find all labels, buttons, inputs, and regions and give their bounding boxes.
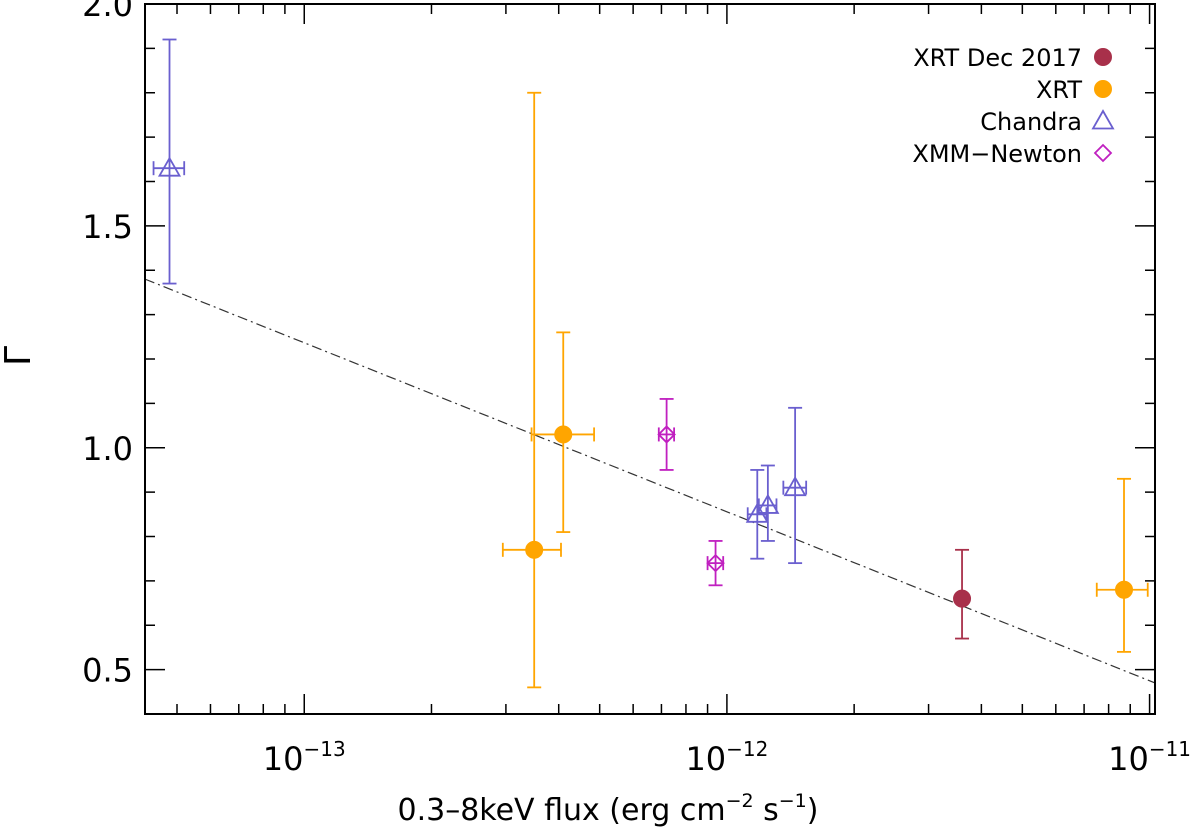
series-xmm-newton [657, 398, 725, 587]
x-axis-label-exp1: −2 [726, 790, 754, 812]
data-point [157, 156, 182, 177]
data-point [657, 425, 676, 444]
legend-marker [1091, 109, 1115, 130]
series-xrt [501, 91, 1149, 689]
x-axis-label: 0.3–8keV flux (erg cm−2 s−1) [397, 790, 818, 828]
legend-label: XRT Dec 2017 [913, 44, 1082, 72]
legend-label: Chandra [980, 108, 1082, 136]
data-point [525, 540, 544, 559]
data-point [554, 425, 573, 444]
data-point [756, 493, 780, 514]
x-tick-label: 10−11 [1108, 737, 1191, 778]
legend: XRT Dec 2017 XRT Chandra XMM−Newton [912, 44, 1115, 168]
legend-marker [1094, 80, 1112, 98]
x-tick-label: 10−13 [263, 737, 346, 778]
y-tick-label: 0.5 [82, 652, 133, 690]
legend-label: XRT [1036, 76, 1082, 104]
data-point [953, 589, 972, 608]
y-tick-label: 1.5 [82, 208, 133, 246]
fit-line [144, 278, 1156, 684]
legend-marker [1093, 143, 1113, 163]
x-axis-label-tail: ) [807, 793, 819, 828]
data-point [706, 553, 725, 573]
y-tick-label: 1.0 [82, 430, 133, 468]
series-chandra [152, 38, 808, 565]
legend-marker [1094, 48, 1112, 66]
data-point [1115, 580, 1134, 599]
series-xrt-dec-2017 [953, 548, 972, 640]
x-axis-label-main: 0.3–8keV flux (erg cm [397, 793, 725, 828]
plot-frame [144, 3, 1156, 715]
x-tick-label: 10−12 [685, 737, 768, 778]
data-point [783, 475, 807, 497]
y-axis-label: Γ [0, 346, 39, 366]
legend-label: XMM−Newton [912, 140, 1082, 168]
x-axis-label-mid: s [754, 793, 779, 828]
x-axis-label-exp2: −1 [779, 790, 807, 812]
y-tick-label: 2.0 [82, 0, 133, 24]
